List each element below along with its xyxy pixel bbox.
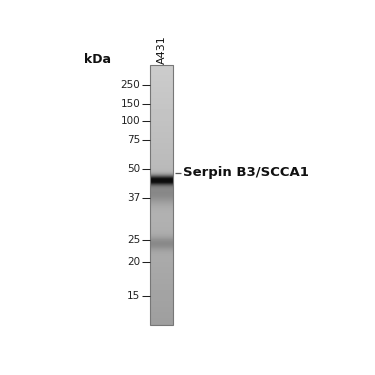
Text: 250: 250 — [121, 80, 141, 90]
Text: 150: 150 — [121, 99, 141, 109]
Text: 15: 15 — [127, 291, 141, 301]
Text: A431: A431 — [157, 35, 166, 64]
Text: 75: 75 — [127, 135, 141, 145]
Text: 100: 100 — [121, 116, 141, 126]
Text: Serpin B3/SCCA1: Serpin B3/SCCA1 — [183, 166, 309, 179]
Bar — [150, 65, 173, 325]
Text: 37: 37 — [127, 193, 141, 203]
Text: kDa: kDa — [84, 53, 111, 66]
Text: 50: 50 — [128, 164, 141, 174]
Text: 25: 25 — [127, 235, 141, 245]
Text: 20: 20 — [128, 257, 141, 267]
